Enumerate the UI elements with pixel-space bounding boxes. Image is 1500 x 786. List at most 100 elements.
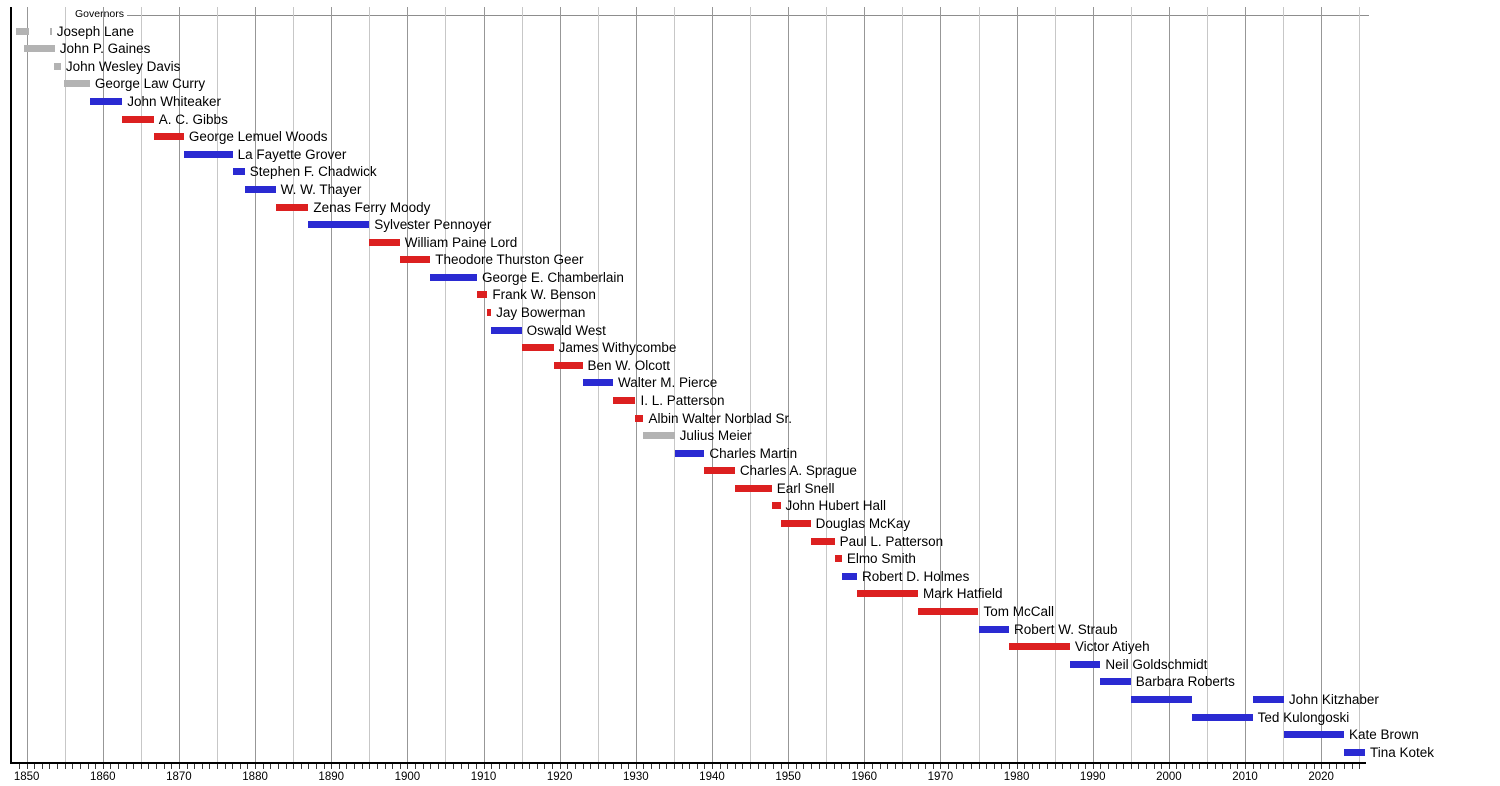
governor-label: Tom McCall (983, 604, 1055, 619)
governor-label: James Withycombe (558, 340, 677, 356)
gridline-2015 (1283, 7, 1285, 762)
term-bar (49, 27, 52, 35)
axis-tick (1077, 764, 1079, 769)
axis-tick (1290, 764, 1292, 769)
x-axis-line (11, 762, 1366, 764)
axis-tick (1298, 764, 1300, 769)
gridline-2020 (1321, 7, 1323, 762)
axis-tick (1328, 764, 1330, 769)
axis-tick (498, 764, 500, 769)
axis-tick-label: 1870 (166, 771, 192, 783)
axis-tick (1199, 764, 1201, 769)
term-bar (89, 98, 123, 106)
axis-tick (95, 764, 97, 769)
gridline-1990 (1092, 7, 1094, 762)
axis-tick (666, 764, 668, 769)
axis-tick (544, 764, 546, 769)
axis-tick (681, 764, 683, 769)
term-bar (857, 590, 918, 598)
axis-tick (1016, 764, 1018, 769)
axis-tick (316, 764, 317, 769)
gridline-1895 (369, 7, 371, 762)
axis-tick (247, 764, 249, 769)
governor-label: John Wesley Davis (65, 58, 181, 74)
axis-tick (536, 764, 538, 769)
axis-tick (277, 764, 279, 769)
term-bar (734, 484, 772, 492)
axis-tick (41, 764, 43, 769)
gridline-1950 (788, 7, 790, 762)
governor-label: Frank W. Benson (492, 287, 596, 303)
axis-tick (1305, 764, 1307, 769)
axis-tick (201, 764, 203, 769)
axis-tick (483, 764, 485, 769)
axis-tick-label: 1970 (927, 771, 954, 783)
axis-tick (118, 764, 119, 769)
governor-label: Elmo Smith (846, 551, 916, 567)
axis-tick (574, 764, 576, 769)
gridline-2005 (1206, 7, 1208, 762)
axis-tick (925, 764, 927, 769)
governor-label: A. C. Gibbs (158, 111, 228, 127)
term-bar (244, 185, 276, 193)
axis-tick (1229, 764, 1231, 769)
governor-label: Sylvester Pennoyer (374, 217, 492, 233)
axis-tick (529, 764, 531, 769)
axis-tick (780, 764, 782, 769)
axis-tick (376, 764, 378, 769)
axis-tick (239, 764, 241, 769)
axis-tick (993, 764, 995, 769)
gridline-1980 (1016, 7, 1018, 762)
axis-tick (1130, 764, 1132, 769)
axis-tick (475, 764, 477, 769)
governor-label: Barbara Roberts (1135, 674, 1235, 690)
axis-tick (171, 764, 173, 769)
axis-tick (1267, 764, 1269, 769)
term-bar (232, 168, 245, 176)
axis-tick (1214, 764, 1216, 769)
axis-tick (704, 764, 706, 769)
term-bar (1283, 731, 1345, 739)
axis-tick (940, 764, 942, 769)
axis-tick-label: 1980 (1003, 771, 1030, 783)
axis-tick (468, 764, 470, 769)
axis-tick (590, 764, 592, 769)
axis-tick (658, 764, 660, 769)
axis-tick (1115, 764, 1117, 769)
axis-tick (361, 764, 363, 769)
axis-tick (57, 764, 59, 769)
gridline-2025 (1359, 7, 1361, 762)
axis-tick (521, 764, 523, 769)
axis-tick (163, 764, 165, 769)
axis-tick (1260, 764, 1262, 769)
gridline-1955 (826, 7, 828, 762)
governor-label: Douglas McKay (815, 516, 911, 532)
axis-tick (1123, 764, 1125, 769)
gridline-1880 (255, 7, 257, 762)
axis-tick (1047, 764, 1049, 769)
gridline-1855 (64, 7, 66, 762)
term-bar (183, 150, 233, 158)
governor-label: Stephen F. Chadwick (249, 164, 377, 180)
axis-tick-label: 1960 (851, 771, 878, 783)
axis-tick (34, 764, 36, 769)
axis-tick (102, 764, 104, 769)
governor-label: Paul L. Patterson (839, 533, 944, 549)
term-bar (917, 608, 979, 615)
axis-tick (133, 764, 135, 769)
axis-tick (1359, 764, 1361, 769)
axis-tick (772, 764, 774, 769)
axis-tick (445, 764, 447, 769)
governor-label: Albin Walter Norblad Sr. (648, 410, 792, 426)
gridline-1920 (559, 7, 561, 762)
title-rule-line (127, 15, 1369, 16)
axis-tick (810, 764, 812, 769)
axis-tick (879, 764, 881, 769)
axis-tick-label: 2020 (1308, 771, 1334, 783)
axis-tick-label: 1880 (242, 771, 268, 783)
chart-title: Governors (75, 8, 125, 20)
axis-tick (1146, 764, 1148, 769)
axis-tick (1054, 764, 1056, 769)
axis-tick (513, 764, 515, 769)
gridline-1935 (673, 7, 675, 762)
